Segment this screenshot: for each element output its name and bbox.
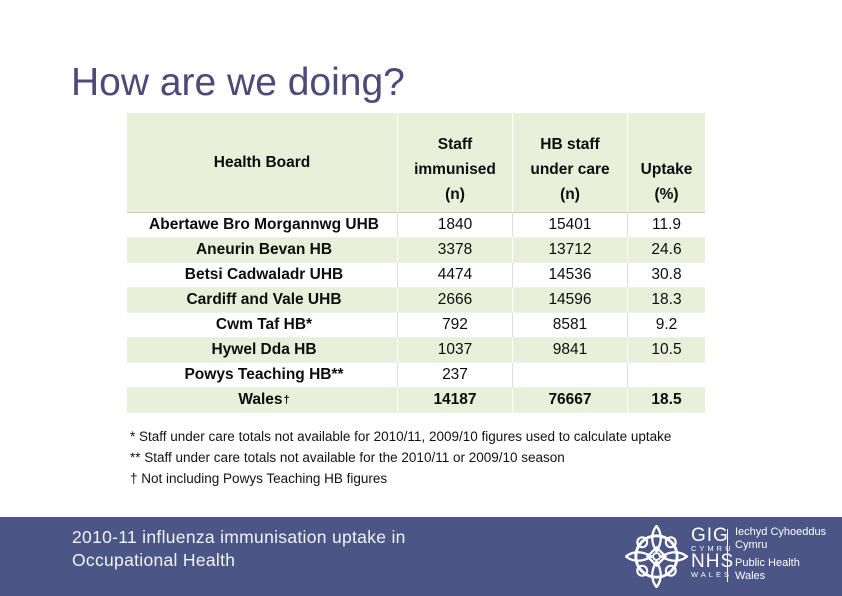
wales-text: WALES bbox=[691, 570, 732, 579]
health-board-name-cell: Cardiff and Vale UHB bbox=[186, 291, 342, 308]
column-header-staff-immunised: Staff immunised (n) bbox=[397, 113, 512, 212]
hb-staff-under-care-cell: 13712 bbox=[512, 238, 627, 262]
footnote: * Staff under care totals not available … bbox=[130, 429, 672, 444]
table-row: Betsi Cadwaladr UHB 4474 14536 30.8 bbox=[127, 263, 705, 288]
staff-immunised-cell: 2666 bbox=[397, 288, 512, 312]
footer-caption-line1: 2010-11 influenza immunisation uptake in bbox=[72, 527, 406, 547]
table-row: Abertawe Bro Morgannwg UHB 1840 15401 11.9 bbox=[127, 213, 705, 238]
uptake-cell bbox=[627, 363, 705, 387]
uptake-cell: 18.3 bbox=[627, 288, 705, 312]
table-row: Hywel Dda HB 1037 9841 10.5 bbox=[127, 338, 705, 363]
table-row: Wales † 14187 76667 18.5 bbox=[127, 388, 705, 413]
public-health-wales-wordmark: Iechyd Cyhoeddus Cymru Public Health Wal… bbox=[735, 526, 827, 582]
staff-immunised-cell: 792 bbox=[397, 313, 512, 337]
health-board-name-cell: Aneurin Bevan HB bbox=[195, 241, 333, 258]
health-board-uptake-table: Health Board Staff immunised (n) HB staf… bbox=[127, 113, 705, 413]
table-row: Cwm Taf HB* 792 8581 9.2 bbox=[127, 313, 705, 338]
column-header-uptake: Uptake (%) bbox=[627, 113, 705, 212]
nhs-text: NHS bbox=[691, 551, 735, 572]
health-board-name-cell: Betsi Cadwaladr UHB bbox=[184, 266, 344, 283]
health-board-name-cell: Abertawe Bro Morgannwg UHB bbox=[149, 216, 379, 233]
footnote: † Not including Powys Teaching HB figure… bbox=[130, 471, 388, 486]
staff-immunised-cell: 1037 bbox=[397, 338, 512, 362]
footnotes: * Staff under care totals not available … bbox=[130, 426, 696, 489]
gig-text: GIG bbox=[691, 525, 729, 546]
table-row: Aneurin Bevan HB 3378 13712 24.6 bbox=[127, 238, 705, 263]
uptake-cell: 24.6 bbox=[627, 238, 705, 262]
footnote: ** Staff under care totals not available… bbox=[130, 450, 565, 465]
column-header-health-board: Health Board bbox=[213, 154, 311, 171]
hb-staff-under-care-cell: 76667 bbox=[512, 388, 627, 412]
uptake-cell: 11.9 bbox=[627, 213, 705, 237]
health-board-name-cell: Powys Teaching HB** bbox=[184, 366, 344, 383]
health-board-name-cell: Hywel Dda HB bbox=[211, 341, 317, 358]
hb-staff-under-care-cell bbox=[512, 363, 627, 387]
footer-caption-line2: Occupational Health bbox=[72, 550, 236, 570]
table-row: Powys Teaching HB** 237 bbox=[127, 363, 705, 388]
footer-bar: 2010-11 influenza immunisation uptake in… bbox=[0, 517, 842, 596]
uptake-cell: 30.8 bbox=[627, 263, 705, 287]
nhs-wales-emblem-icon bbox=[625, 525, 688, 588]
staff-immunised-cell: 237 bbox=[397, 363, 512, 387]
uptake-cell: 9.2 bbox=[627, 313, 705, 337]
table-body: Abertawe Bro Morgannwg UHB 1840 15401 11.9 A… bbox=[127, 213, 705, 413]
staff-immunised-cell: 3378 bbox=[397, 238, 512, 262]
staff-immunised-cell: 4474 bbox=[397, 263, 512, 287]
column-header-hb-staff-under-care: HB staff under care (n) bbox=[512, 113, 627, 212]
hb-staff-under-care-cell: 15401 bbox=[512, 213, 627, 237]
hb-staff-under-care-cell: 14596 bbox=[512, 288, 627, 312]
health-board-name-cell: Wales † bbox=[238, 391, 290, 408]
footer-caption: 2010-11 influenza immunisation uptake in… bbox=[72, 526, 406, 572]
staff-immunised-cell: 1840 bbox=[397, 213, 512, 237]
hb-staff-under-care-cell: 9841 bbox=[512, 338, 627, 362]
table-row: Cardiff and Vale UHB 2666 14596 18.3 bbox=[127, 288, 705, 313]
nhs-wales-logo: GIG CYMRU NHS WALES Iechyd Cyhoeddus Cym… bbox=[623, 517, 842, 596]
hb-staff-under-care-cell: 14536 bbox=[512, 263, 627, 287]
uptake-cell: 18.5 bbox=[627, 388, 705, 412]
logo-divider bbox=[727, 529, 728, 582]
uptake-cell: 10.5 bbox=[627, 338, 705, 362]
dagger-marker: † bbox=[283, 394, 290, 406]
table-header-row: Health Board Staff immunised (n) HB staf… bbox=[127, 113, 705, 213]
health-board-name-cell: Cwm Taf HB* bbox=[215, 316, 313, 333]
gig-nhs-wordmark: GIG CYMRU NHS WALES bbox=[691, 525, 735, 579]
hb-staff-under-care-cell: 8581 bbox=[512, 313, 627, 337]
page-title: How are we doing? bbox=[71, 61, 405, 104]
cymru-text: CYMRU bbox=[691, 544, 734, 553]
staff-immunised-cell: 14187 bbox=[397, 388, 512, 412]
